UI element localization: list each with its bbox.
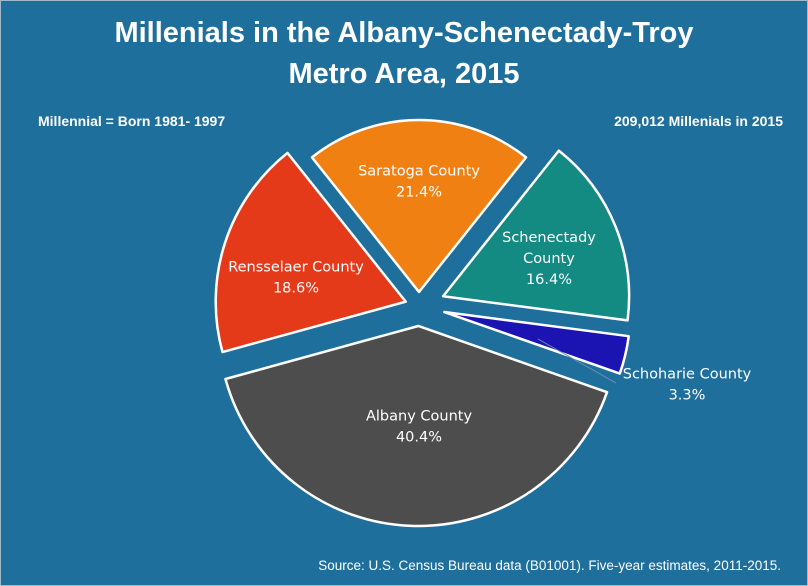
slice-label-schenectady: Schenectady County 16.4%: [502, 230, 596, 288]
total-millennials-note: 209,012 Millenials in 2015: [614, 113, 783, 129]
slice-label-saratoga: Saratoga County 21.4%: [358, 164, 480, 201]
slice-value-rensselaer: 18.6%: [273, 281, 319, 297]
slice-value-schenectady: 16.4%: [526, 272, 572, 288]
slice-label-schoharie: Schoharie County 3.3%: [623, 367, 752, 404]
slice-label-rensselaer: Rensselaer County 18.6%: [228, 260, 364, 297]
slice-name-schenectady: County: [523, 251, 575, 267]
pie-slice-albany: [224, 324, 609, 528]
source-note: Source: U.S. Census Bureau data (B01001)…: [318, 558, 781, 573]
pie-slice-schoharie: [443, 310, 630, 375]
slice-value-schoharie: 3.3%: [669, 388, 706, 404]
slice-name-saratoga: Saratoga County: [358, 164, 480, 180]
chart-title-line-1: Millenials in the Albany-Schenectady-Tro…: [114, 17, 694, 49]
pie-slice-rensselaer: [214, 151, 407, 354]
leader-line-schoharie: [537, 338, 617, 384]
millennial-definition-note: Millennial = Born 1981- 1997: [38, 113, 226, 129]
pie-slice-saratoga: [310, 118, 528, 294]
slice-name-schoharie: Schoharie County: [623, 367, 752, 383]
slice-label-albany: Albany County 40.4%: [366, 409, 472, 446]
slice-name-schenectady: Schenectady: [502, 230, 596, 246]
slice-name-albany: Albany County: [366, 409, 472, 425]
slice-value-saratoga: 21.4%: [396, 185, 442, 201]
chart-title: Millenials in the Albany-Schenectady-Tro…: [1, 13, 807, 95]
chart-title-line-2: Metro Area, 2015: [288, 58, 520, 90]
slice-name-rensselaer: Rensselaer County: [228, 260, 364, 276]
slice-value-albany: 40.4%: [396, 430, 442, 446]
pie-slice-schenectady: [441, 149, 631, 322]
